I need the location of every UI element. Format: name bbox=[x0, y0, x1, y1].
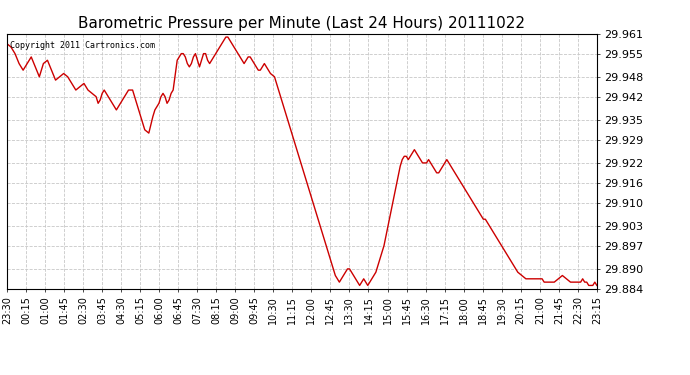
Title: Barometric Pressure per Minute (Last 24 Hours) 20111022: Barometric Pressure per Minute (Last 24 … bbox=[79, 16, 525, 31]
Text: Copyright 2011 Cartronics.com: Copyright 2011 Cartronics.com bbox=[10, 41, 155, 50]
